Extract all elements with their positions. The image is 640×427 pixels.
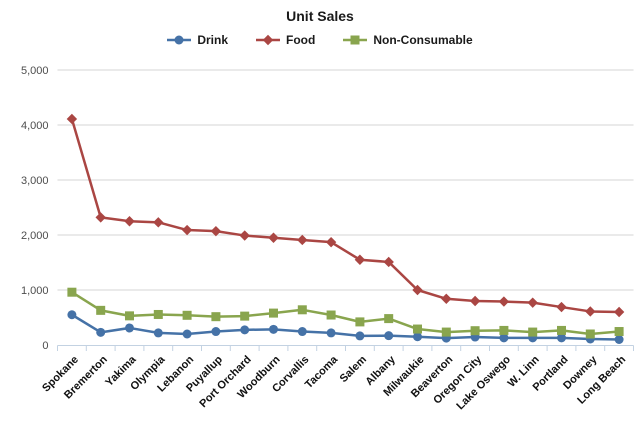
- data-point-drink-spokane[interactable]: [67, 310, 77, 320]
- ytick-label-3000: 3,000: [21, 175, 49, 187]
- data-point-food-corvallis[interactable]: [297, 234, 308, 246]
- data-point-non-consumable-lake-oswego[interactable]: [499, 325, 509, 335]
- data-point-non-consumable-oregon-city[interactable]: [470, 326, 480, 336]
- data-point-non-consumable-beaverton[interactable]: [441, 327, 451, 337]
- series-line-drink: [70, 313, 621, 341]
- data-point-non-consumable-yakima[interactable]: [125, 311, 134, 321]
- data-point-food-tacoma[interactable]: [325, 236, 337, 248]
- data-point-drink-woodburn[interactable]: [269, 324, 278, 334]
- legend-label-non-consumable: Non-Consumable: [373, 33, 473, 47]
- data-point-non-consumable-lebanon[interactable]: [182, 310, 192, 320]
- ytick-label-1000: 1,000: [21, 285, 49, 297]
- data-point-food-w-linn[interactable]: [527, 297, 538, 308]
- data-point-non-consumable-bremerton[interactable]: [96, 305, 106, 315]
- data-point-food-lebanon[interactable]: [181, 224, 193, 236]
- legend-marker-diamond-icon: [256, 34, 280, 46]
- data-point-food-yakima[interactable]: [124, 216, 135, 227]
- series-line-food: [70, 117, 621, 314]
- ytick-label-4000: 4,000: [21, 120, 49, 132]
- data-point-food-salem[interactable]: [354, 254, 366, 265]
- data-point-drink-lake-oswego[interactable]: [499, 333, 509, 343]
- data-point-drink-puyallup[interactable]: [211, 327, 221, 337]
- data-point-non-consumable-w-linn[interactable]: [528, 327, 538, 337]
- data-point-food-port-orchard[interactable]: [239, 230, 250, 241]
- xtick-label-tacoma: Tacoma: [303, 353, 341, 391]
- data-point-food-oregon-city[interactable]: [469, 295, 481, 307]
- data-point-non-consumable-portland[interactable]: [557, 325, 566, 335]
- ytick-label-0: 0: [42, 340, 48, 352]
- data-point-drink-corvallis[interactable]: [297, 327, 307, 337]
- data-point-drink-bremerton[interactable]: [96, 327, 106, 337]
- legend-label-drink: Drink: [197, 33, 228, 47]
- data-point-food-woodburn[interactable]: [268, 232, 279, 243]
- data-point-drink-lebanon[interactable]: [182, 329, 192, 339]
- data-point-food-albany[interactable]: [383, 256, 394, 268]
- legend-label-food: Food: [286, 33, 316, 47]
- data-point-non-consumable-albany[interactable]: [384, 314, 394, 324]
- data-point-food-lake-oswego[interactable]: [498, 296, 510, 307]
- data-point-food-portland[interactable]: [556, 301, 567, 313]
- data-point-food-downey[interactable]: [585, 306, 596, 317]
- data-point-food-olympia[interactable]: [153, 217, 164, 228]
- legend-marker-shape: [350, 35, 360, 45]
- data-point-drink-salem[interactable]: [355, 331, 365, 341]
- legend-marker-square-icon: [343, 35, 368, 45]
- data-point-non-consumable-corvallis[interactable]: [297, 305, 307, 315]
- data-point-non-consumable-puyallup[interactable]: [211, 312, 221, 322]
- data-point-food-puyallup[interactable]: [210, 225, 222, 237]
- data-point-non-consumable-port-orchard[interactable]: [240, 311, 250, 321]
- data-point-non-consumable-long-beach[interactable]: [614, 327, 624, 337]
- data-point-non-consumable-olympia[interactable]: [153, 309, 163, 319]
- data-point-food-beaverton[interactable]: [441, 293, 452, 304]
- data-point-food-bremerton[interactable]: [95, 212, 106, 223]
- data-point-non-consumable-tacoma[interactable]: [326, 310, 336, 320]
- data-point-drink-yakima[interactable]: [125, 323, 134, 333]
- data-point-non-consumable-salem[interactable]: [355, 317, 365, 327]
- data-point-drink-long-beach[interactable]: [614, 335, 624, 344]
- legend-marker-shape: [174, 35, 184, 45]
- data-point-drink-port-orchard[interactable]: [240, 325, 250, 335]
- data-point-non-consumable-spokane[interactable]: [67, 287, 77, 297]
- legend-marker-circle-icon: [167, 35, 192, 45]
- legend: Drink Food Non-Consumable: [0, 33, 640, 47]
- legend-item-drink[interactable]: Drink: [167, 33, 228, 47]
- ytick-label-5000: 5,000: [21, 65, 49, 77]
- data-point-drink-olympia[interactable]: [153, 328, 163, 338]
- ytick-label-2000: 2,000: [21, 230, 49, 242]
- data-point-non-consumable-milwaukie[interactable]: [413, 324, 422, 334]
- data-point-non-consumable-woodburn[interactable]: [269, 308, 278, 318]
- data-point-food-long-beach[interactable]: [613, 306, 625, 318]
- legend-marker-shape: [262, 34, 274, 46]
- data-point-drink-albany[interactable]: [384, 331, 394, 341]
- data-point-drink-milwaukie[interactable]: [413, 332, 422, 342]
- data-point-non-consumable-downey[interactable]: [585, 329, 595, 339]
- legend-item-non-consumable[interactable]: Non-Consumable: [343, 33, 473, 47]
- data-point-food-milwaukie[interactable]: [412, 284, 423, 296]
- legend-item-food[interactable]: Food: [256, 33, 315, 47]
- data-point-drink-portland[interactable]: [557, 333, 566, 343]
- data-point-drink-tacoma[interactable]: [326, 328, 336, 338]
- series-line-non-consumable: [70, 290, 621, 336]
- chart-title: Unit Sales: [286, 8, 354, 24]
- data-point-food-spokane[interactable]: [66, 113, 78, 125]
